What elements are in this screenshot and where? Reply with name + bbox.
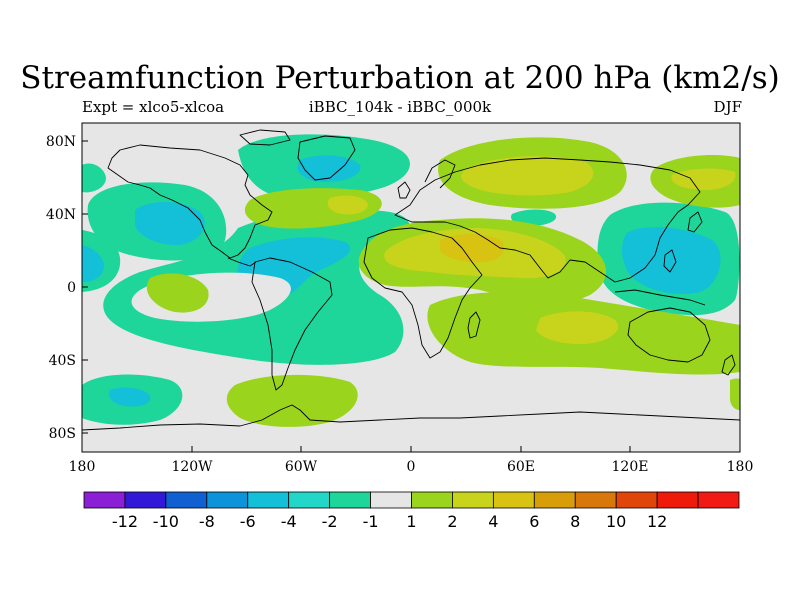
colorbar-label: -12 (112, 512, 138, 531)
contour-pos-ne-corner-inner (671, 168, 736, 190)
contour-pos-indian-inner (536, 311, 619, 345)
coast-north-america (107, 144, 273, 259)
colorbar-swatch (656, 491, 699, 509)
colorbar-swatch (206, 491, 249, 509)
lat-tick-label: 80N (46, 134, 76, 150)
colorbar-label: -4 (281, 512, 297, 531)
coast-uk (397, 181, 411, 199)
experiment-label: Expt = xlco5-xlcoa (82, 98, 225, 116)
colorbar-label: 1 (406, 512, 416, 531)
lon-tick-label: 120W (171, 459, 213, 475)
colorbar-label: 8 (570, 512, 580, 531)
colorbar-swatch (411, 491, 453, 509)
lat-tick-marks (82, 140, 88, 434)
lon-tick-label: 180 (69, 459, 96, 475)
lon-tick-label: 60W (285, 459, 318, 475)
coast-central-america (227, 257, 257, 267)
plot-title: Streamfunction Perturbation at 200 hPa (… (20, 60, 780, 96)
lon-tick-label: 180 (727, 459, 754, 475)
coast-africa (363, 227, 483, 359)
contour-field (82, 123, 740, 452)
colorbar: -12 -10 -8 -6 -4 -2 -1 1 2 4 6 8 10 12 (83, 491, 740, 531)
colorbar-swatch (370, 491, 412, 509)
lat-tick-label: 80S (49, 426, 76, 442)
colorbar-swatch (492, 491, 535, 509)
colorbar-swatch (165, 491, 208, 509)
colorbar-label: -1 (363, 512, 379, 531)
coast-indonesia (614, 289, 706, 306)
colorbar-label: 2 (447, 512, 457, 531)
colorbar-label: -10 (153, 512, 179, 531)
lon-tick-label: 0 (407, 459, 416, 475)
colorbar-swatch (452, 491, 494, 509)
colorbar-label: 10 (606, 512, 626, 531)
lat-tick-label: 40N (46, 207, 76, 223)
colorbar-swatch (574, 491, 617, 509)
colorbar-label: 12 (647, 512, 667, 531)
coast-greenland (297, 135, 356, 181)
colorbar-swatch (83, 491, 126, 509)
contour-pos-atl-small (265, 403, 306, 423)
lat-tick-label: 40S (49, 353, 76, 369)
coast-scandinavia (424, 159, 456, 189)
contour-pos-eurasia-inner (461, 156, 594, 196)
coast-japan (687, 211, 703, 233)
colorbar-swatch (697, 491, 740, 509)
colorbar-label: -8 (199, 512, 215, 531)
lon-tick-label: 60E (507, 459, 535, 475)
coastlines (82, 129, 740, 431)
run-difference-label: iBBC_104k - iBBC_000k (308, 98, 492, 116)
colorbar-label: 4 (488, 512, 498, 531)
colorbar-swatch (329, 491, 371, 509)
contour-pos-north-atlantic-inner (327, 195, 368, 215)
lon-tick-marks (81, 446, 741, 452)
coast-antarctica (82, 404, 740, 431)
lon-tick-label: 120E (612, 459, 649, 475)
colorbar-label: -2 (322, 512, 338, 531)
colorbar-swatch (247, 491, 290, 509)
contour-pos-e-pacific (146, 273, 209, 313)
coast-arctic-islands (239, 129, 291, 146)
contour-neg-s-pacific-inner (108, 387, 151, 407)
contour-neg-nw-atlantic-inner (297, 155, 361, 182)
contour-neg-n-polar (82, 163, 106, 193)
lat-tick-label: 0 (67, 280, 76, 296)
colorbar-label: -6 (240, 512, 256, 531)
coast-australia (627, 307, 711, 363)
contour-neg-n-pacific-inner (135, 201, 205, 246)
contour-pos-mideast-core (440, 234, 505, 263)
contour-pos-south-ocean (226, 374, 358, 427)
colorbar-swatch (124, 491, 167, 509)
colorbar-swatch (533, 491, 576, 509)
coast-eurasia (394, 157, 701, 283)
contour-pos-se-edge (730, 378, 740, 410)
coast-madagascar (467, 311, 481, 339)
colorbar-label: 6 (529, 512, 539, 531)
colorbar-swatch (288, 491, 331, 509)
coast-new-zealand (721, 354, 736, 376)
contour-neg-n-atl-small (510, 209, 557, 226)
season-label: DJF (713, 98, 742, 116)
colorbar-swatch (615, 491, 658, 509)
contour-neg-w-pacific-inner (622, 226, 721, 294)
coast-philippines (663, 249, 677, 273)
contour-neg-west-edge-inner (82, 245, 105, 282)
coast-south-america (251, 257, 333, 391)
